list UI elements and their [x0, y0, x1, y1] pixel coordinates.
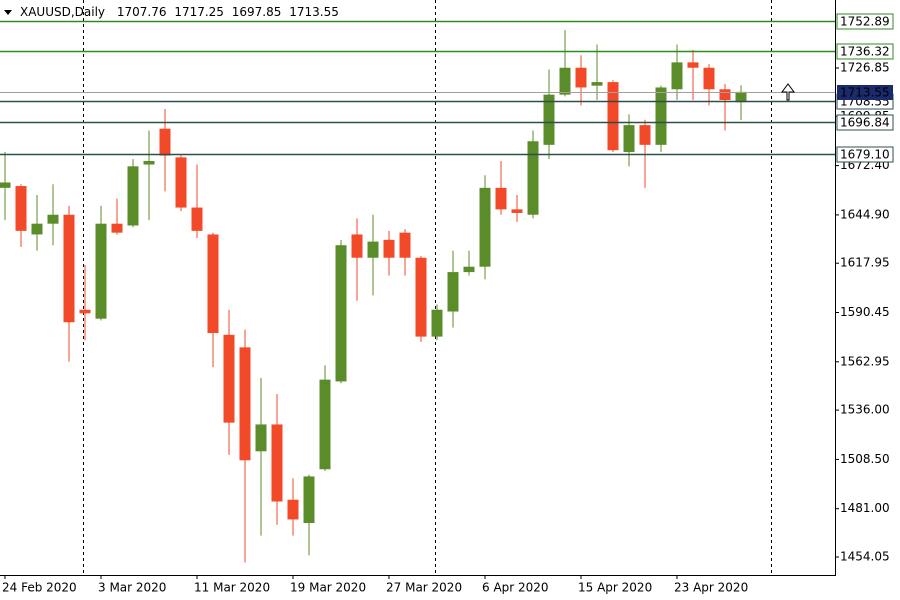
candle-body: [607, 82, 619, 151]
candle-body: [223, 334, 235, 423]
level-label-box: [836, 146, 894, 163]
level-label: 1696.84: [840, 116, 890, 130]
candle-body: [79, 309, 91, 314]
x-tick-label: 23 Apr 2020: [674, 581, 748, 595]
level-label: 1736.32: [840, 45, 890, 59]
candle-body: [31, 223, 43, 235]
y-tick-label: 1454.05: [840, 549, 890, 563]
candle-body: [447, 272, 459, 312]
candle-body: [591, 82, 603, 86]
candle-body: [655, 87, 667, 145]
ohlc-open: 1707.76: [117, 5, 167, 19]
level-label-box: [836, 43, 894, 60]
candle-body: [367, 241, 379, 258]
candle-body: [687, 62, 699, 68]
level-label-box: [836, 13, 894, 30]
candle-body: [95, 223, 107, 319]
candle-body: [159, 128, 171, 156]
candle-body: [319, 379, 331, 470]
candle-body: [335, 245, 347, 382]
candle-body: [479, 187, 491, 267]
y-tick-label: 1481.00: [840, 501, 890, 515]
candle-body: [431, 309, 443, 337]
level-label-box: [836, 114, 894, 131]
candle-body: [719, 89, 731, 101]
candle-body: [399, 232, 411, 258]
candle-body: [287, 499, 299, 520]
y-tick-label: 1590.45: [840, 305, 890, 319]
candle-body: [383, 239, 395, 258]
menu-triangle[interactable]: [4, 10, 12, 15]
x-tick-label: 3 Mar 2020: [98, 581, 166, 595]
candle-body: [543, 94, 555, 145]
candle-body: [463, 266, 475, 273]
candle-body: [47, 214, 59, 224]
candle-body: [623, 125, 635, 152]
arrow-icon: [781, 83, 795, 101]
candle-body: [735, 91, 747, 103]
level-label: 1752.89: [840, 15, 890, 29]
candle-body: [351, 234, 363, 258]
candle-body: [575, 67, 587, 88]
y-tick-label: 1726.85: [840, 61, 890, 75]
ohlc-close: 1713.55: [289, 5, 339, 19]
candle-body: [143, 160, 155, 165]
candle-body: [207, 234, 219, 334]
x-tick-label: 11 Mar 2020: [194, 581, 270, 595]
candle-body: [191, 207, 203, 231]
candle-body: [255, 424, 267, 452]
candle-body: [15, 186, 27, 231]
y-tick-label: 1617.95: [840, 256, 890, 270]
x-tick-label: 6 Apr 2020: [482, 581, 549, 595]
candle-body: [527, 141, 539, 215]
candle-body: [303, 476, 315, 524]
candle-body: [495, 187, 507, 210]
candle-body: [111, 223, 123, 233]
candle-body: [63, 214, 75, 323]
candle-body: [127, 166, 139, 226]
candle-body: [271, 424, 283, 502]
x-tick-label: 15 Apr 2020: [578, 581, 652, 595]
candle-body: [511, 209, 523, 213]
chart-header: XAUUSD,Daily 1707.76 1717.25 1697.85 171…: [20, 5, 339, 19]
candle-body: [559, 67, 571, 95]
y-tick-label: 1562.95: [840, 354, 890, 368]
candle-body: [175, 157, 187, 208]
ohlc-high: 1717.25: [174, 5, 224, 19]
price-label-box: [837, 85, 893, 100]
candle-body: [239, 347, 251, 461]
y-tick-label: 1644.90: [840, 207, 890, 221]
price-label: 1713.55: [840, 86, 890, 100]
x-tick-label: 19 Mar 2020: [290, 581, 366, 595]
level-label: 1679.10: [840, 148, 890, 162]
x-tick-label: 27 Mar 2020: [386, 581, 462, 595]
candle-body: [671, 62, 683, 90]
x-tick-label: 24 Feb 2020: [2, 581, 77, 595]
candle-body: [0, 182, 11, 188]
ohlc-low: 1697.85: [232, 5, 282, 19]
plot: 1454.05 1481.00 1508.50 1536.00 1562.95 1590.…: [0, 20, 890, 595]
y-tick-label: 1508.50: [840, 452, 890, 466]
candle-body: [639, 125, 651, 145]
chart-title: XAUUSD,Daily: [20, 5, 105, 19]
y-tick-label: 1536.00: [840, 403, 890, 417]
candle-body: [415, 257, 427, 337]
candle-body: [703, 67, 715, 90]
